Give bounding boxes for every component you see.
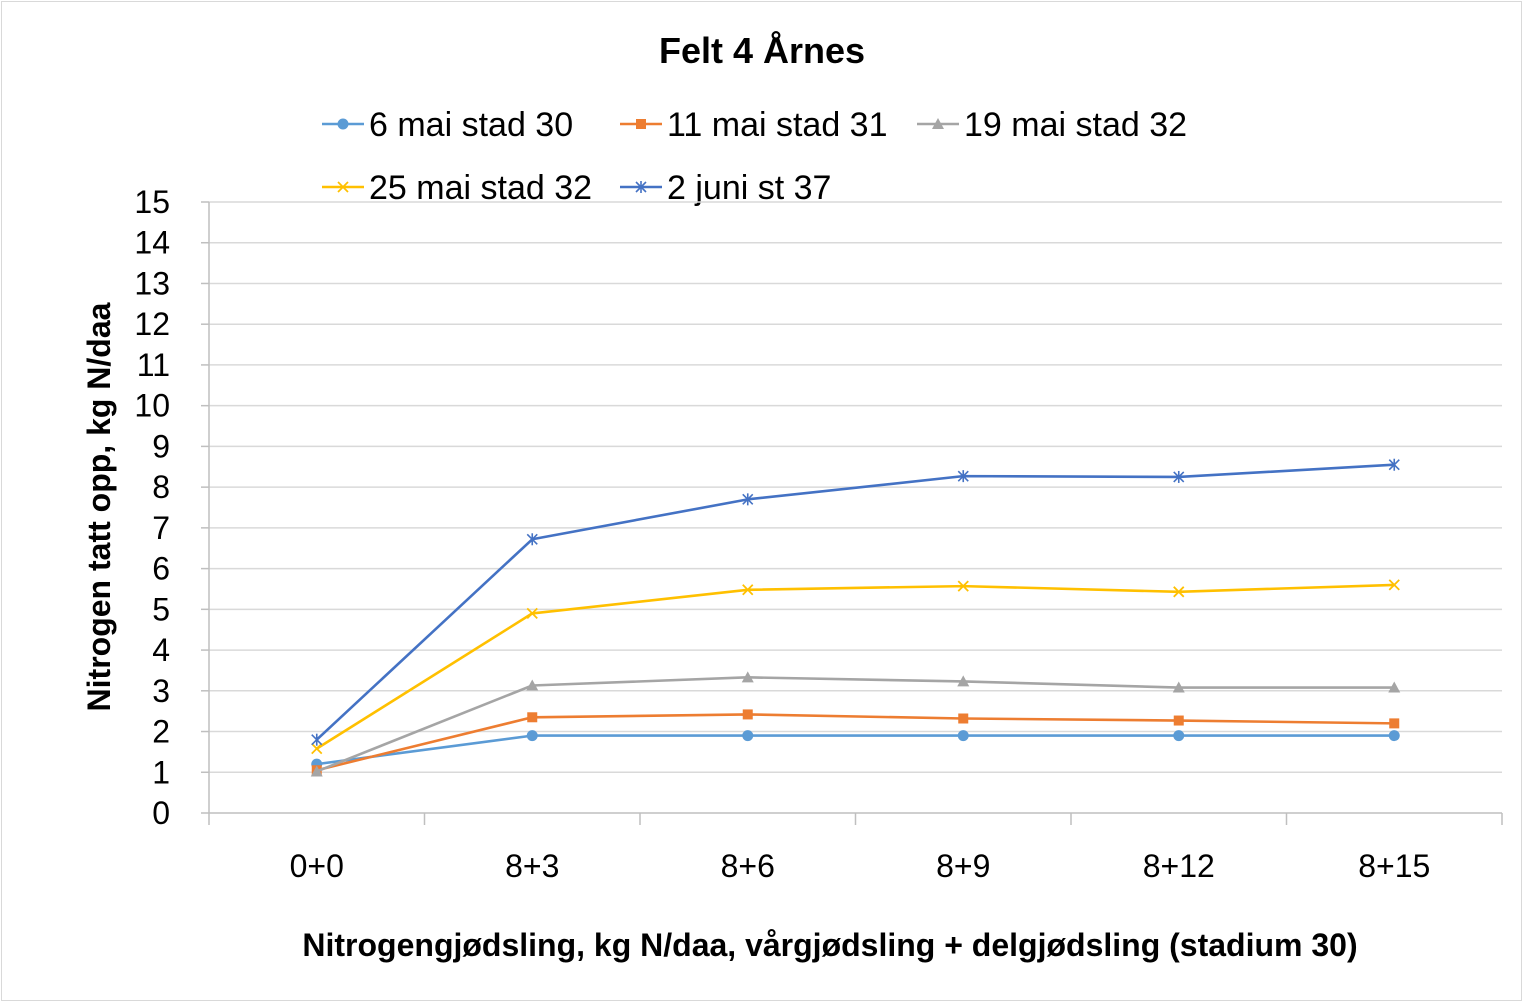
- legend-marker-1: [337, 118, 349, 130]
- data-point-5-8+6: [742, 493, 754, 506]
- y-tick-label-13: 13: [134, 265, 170, 301]
- x-tick-label-8+6: 8+6: [721, 848, 775, 884]
- x-tick-label-8+9: 8+9: [936, 848, 990, 884]
- y-tick-label-9: 9: [152, 428, 170, 464]
- y-tick-label-0: 0: [152, 795, 170, 831]
- data-point-5-8+9: [957, 470, 969, 483]
- y-tick-label-10: 10: [134, 388, 170, 424]
- series-5: [311, 458, 1400, 746]
- x-tick-label-0+0: 0+0: [290, 848, 344, 884]
- y-tick-label-5: 5: [152, 591, 170, 627]
- legend-item-2: 11 mai stad 31: [620, 106, 888, 144]
- legend-marker-5: [635, 181, 647, 193]
- data-point-2-8+6: [742, 709, 753, 720]
- x-tick-label-8+3: 8+3: [505, 848, 559, 884]
- gridlines: [201, 201, 1502, 814]
- data-point-4-0+0: [311, 743, 323, 755]
- series-line-4: [316, 583, 1395, 750]
- data-point-1-8+6: [742, 730, 754, 742]
- legend-label-1: 6 mai stad 30: [369, 106, 573, 144]
- legend-item-5: 2 juni st 37: [620, 169, 831, 207]
- y-axis-title: Nitrogen tatt opp, kg N/daa: [81, 302, 117, 711]
- data-point-4-8+9: [957, 580, 969, 592]
- series-1: [311, 730, 1400, 770]
- series-line-5: [315, 463, 1395, 741]
- legend-item-1: 6 mai stad 30: [322, 106, 573, 144]
- data-point-2-8+9: [958, 713, 969, 724]
- y-tick-label-15: 15: [134, 184, 170, 220]
- legend-item-4: 25 mai stad 32: [322, 169, 592, 207]
- axes: [208, 202, 1503, 825]
- data-point-2-8+15: [1389, 718, 1400, 729]
- y-tick-label-8: 8: [152, 469, 170, 505]
- chart-title: Felt 4 Årnes: [659, 30, 865, 71]
- legend-marker-4: [337, 181, 349, 193]
- series-line-1: [316, 734, 1395, 766]
- legend-label-2: 11 mai stad 31: [667, 106, 888, 144]
- y-tick-label-14: 14: [134, 225, 170, 261]
- data-point-4-8+12: [1173, 586, 1185, 598]
- legend: 6 mai stad 30 11 mai stad 31 19 mai stad 3…: [322, 106, 1187, 207]
- series-line-2: [316, 713, 1395, 772]
- x-tick-label-8+15: 8+15: [1358, 848, 1430, 884]
- legend-item-3: 19 mai stad 32: [917, 106, 1187, 144]
- data-point-1-8+9: [957, 730, 969, 742]
- data-point-3-8+6: [741, 671, 754, 683]
- data-point-3-8+9: [957, 675, 970, 687]
- x-tick-labels: 0+0 8+3 8+6 8+9 8+12 8+15: [290, 848, 1431, 884]
- series-lines: [310, 458, 1401, 777]
- legend-label-5: 2 juni st 37: [667, 169, 831, 207]
- data-point-1-8+3: [526, 730, 538, 742]
- data-point-2-8+3: [527, 712, 538, 723]
- y-tick-label-6: 6: [152, 551, 170, 587]
- y-tick-label-12: 12: [134, 306, 170, 342]
- series-3: [310, 671, 1401, 777]
- x-tick-label-8+12: 8+12: [1143, 848, 1215, 884]
- data-point-5-8+15: [1388, 458, 1400, 471]
- legend-label-4: 25 mai stad 32: [369, 169, 592, 207]
- y-tick-label-3: 3: [152, 673, 170, 709]
- data-point-5-0+0: [311, 733, 323, 746]
- data-point-1-8+15: [1388, 730, 1400, 742]
- y-tick-label-1: 1: [152, 754, 170, 790]
- x-axis-title: Nitrogengjødsling, kg N/daa, vårgjødslin…: [302, 927, 1357, 963]
- data-point-3-8+3: [526, 679, 539, 691]
- legend-marker-2: [636, 119, 646, 129]
- data-point-3-0+0: [310, 765, 323, 777]
- series-line-3: [316, 676, 1395, 773]
- data-point-3-8+15: [1388, 681, 1401, 693]
- y-tick-label-7: 7: [152, 510, 170, 546]
- series-4: [311, 579, 1400, 755]
- data-point-2-8+12: [1173, 715, 1184, 726]
- data-point-4-8+3: [526, 607, 538, 620]
- data-point-5-8+12: [1173, 470, 1185, 483]
- y-tick-label-2: 2: [152, 714, 170, 750]
- data-point-4-8+15: [1388, 579, 1400, 591]
- legend-marker-3: [932, 118, 944, 129]
- y-tick-label-4: 4: [152, 632, 170, 668]
- y-tick-label-11: 11: [137, 347, 170, 383]
- data-point-4-8+6: [742, 584, 754, 596]
- legend-label-3: 19 mai stad 32: [964, 106, 1187, 144]
- data-point-1-8+12: [1173, 730, 1185, 742]
- data-point-5-8+3: [526, 533, 538, 546]
- data-point-3-8+12: [1172, 681, 1185, 693]
